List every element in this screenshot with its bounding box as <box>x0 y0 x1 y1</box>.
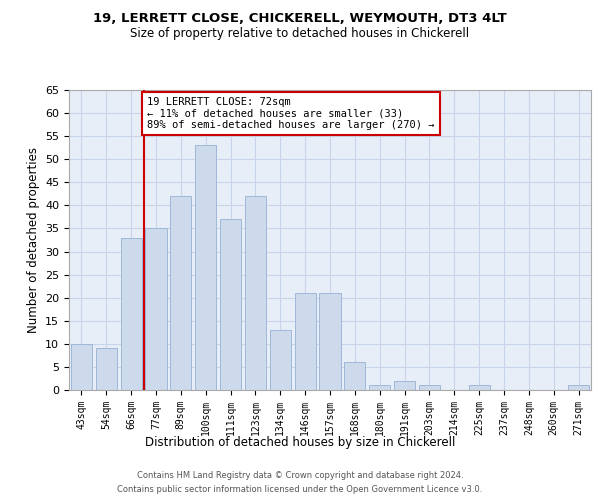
Bar <box>195 146 216 390</box>
Text: 19, LERRETT CLOSE, CHICKERELL, WEYMOUTH, DT3 4LT: 19, LERRETT CLOSE, CHICKERELL, WEYMOUTH,… <box>93 12 507 26</box>
Bar <box>270 330 291 390</box>
Bar <box>419 386 440 390</box>
Bar <box>170 196 191 390</box>
Text: Contains HM Land Registry data © Crown copyright and database right 2024.: Contains HM Land Registry data © Crown c… <box>137 472 463 480</box>
Bar <box>344 362 365 390</box>
Bar <box>568 386 589 390</box>
Bar <box>121 238 142 390</box>
Bar <box>394 381 415 390</box>
Text: 19 LERRETT CLOSE: 72sqm
← 11% of detached houses are smaller (33)
89% of semi-de: 19 LERRETT CLOSE: 72sqm ← 11% of detache… <box>148 97 435 130</box>
Y-axis label: Number of detached properties: Number of detached properties <box>26 147 40 333</box>
Text: Size of property relative to detached houses in Chickerell: Size of property relative to detached ho… <box>130 28 470 40</box>
Text: Distribution of detached houses by size in Chickerell: Distribution of detached houses by size … <box>145 436 455 449</box>
Bar <box>295 293 316 390</box>
Bar <box>469 386 490 390</box>
Bar <box>145 228 167 390</box>
Bar <box>319 293 341 390</box>
Bar <box>369 386 390 390</box>
Bar <box>96 348 117 390</box>
Bar <box>220 219 241 390</box>
Bar <box>71 344 92 390</box>
Text: Contains public sector information licensed under the Open Government Licence v3: Contains public sector information licen… <box>118 484 482 494</box>
Bar <box>245 196 266 390</box>
